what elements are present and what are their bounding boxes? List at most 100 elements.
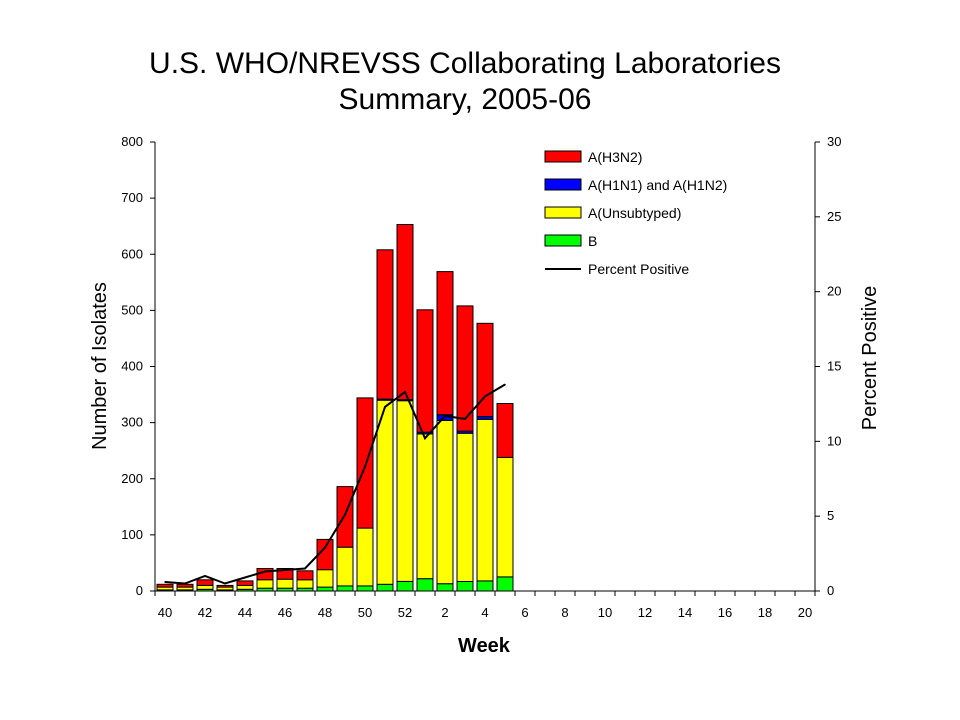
bar-segment-a-unsubtyped--46	[276, 578, 294, 589]
y2-axis-title: Percent Positive	[859, 286, 881, 431]
percent-positive-layer	[164, 383, 506, 585]
bar-segment-a-h3n2--51	[376, 249, 394, 400]
y2-tick-label-5: 5	[827, 508, 834, 523]
bar-segment-a-h3n2--42	[196, 579, 214, 586]
percent-positive-point-51	[384, 406, 386, 408]
bar-segment-a-h3n2--5	[496, 403, 514, 458]
bar-segment-b-2	[436, 583, 454, 592]
y-tick-label-700: 700	[121, 190, 143, 205]
bar-segment-a-unsubtyped--51	[376, 399, 394, 585]
bar-segment-b-49	[336, 585, 354, 592]
percent-positive-point-46	[284, 569, 286, 571]
y-tick-label-300: 300	[121, 415, 143, 430]
bar-segment-a-unsubtyped--42	[196, 584, 214, 590]
x-tick-label-44: 44	[238, 605, 252, 620]
x-tick-label-48: 48	[318, 605, 332, 620]
bar-segment-a-unsubtyped--44	[236, 584, 254, 590]
x-tick-label-52: 52	[398, 605, 412, 620]
bar-segment-a-unsubtyped--49	[336, 546, 354, 587]
percent-positive-point-50	[364, 466, 366, 468]
bar-segment-a-unsubtyped--2	[436, 419, 454, 585]
x-tick-label-8: 8	[561, 605, 568, 620]
legend-label-a-h1n1-and-a-h1n2: A(H1N1) and A(H1N2)	[588, 177, 727, 193]
legend-swatch-a-h1n1-and-a-h1n2	[544, 178, 582, 191]
axes-layer: 0 100 200 300 400 500 600 700 800 0 5 10 15 20 25 30 40 4…	[121, 134, 841, 620]
x-tick-label-4: 4	[481, 605, 488, 620]
bar-segment-a-unsubtyped--52	[396, 400, 414, 582]
bar-segment-a-h3n2--50	[356, 397, 374, 529]
bar-segment-a-unsubtyped--4	[476, 418, 494, 582]
bar-segment-b-5	[496, 576, 514, 592]
x-tick-label-10: 10	[598, 605, 612, 620]
bar-segment-a-h3n2--3	[456, 305, 474, 432]
bar-segment-b-50	[356, 585, 374, 592]
y-axis-title: Number of Isolates	[89, 282, 111, 450]
y2-tick-label-0: 0	[827, 583, 834, 598]
x-tick-label-20: 20	[798, 605, 812, 620]
legend-swatch-b	[544, 234, 582, 247]
y2-tick-label-15: 15	[827, 359, 841, 374]
bar-segment-a-unsubtyped--50	[356, 527, 374, 587]
bar-segment-a-h3n2--41	[176, 583, 194, 588]
bar-segment-a-unsubtyped--5	[496, 456, 514, 578]
percent-positive-point-2	[444, 415, 446, 417]
bar-segment-a-h3n2--44	[236, 580, 254, 586]
x-tick-label-46: 46	[278, 605, 292, 620]
percent-positive-point-4	[484, 395, 486, 398]
legend-swatch-a-unsubtyped	[544, 206, 582, 219]
bar-segment-b-48	[316, 586, 334, 592]
x-tick-label-12: 12	[638, 605, 652, 620]
y-tick-label-0: 0	[136, 583, 143, 598]
bar-segment-a-h3n2--52	[396, 224, 414, 401]
bar-segment-a-unsubtyped--48	[316, 569, 334, 588]
y-tick-label-800: 800	[121, 134, 143, 149]
legend-label-a-h3n2: A(H3N2)	[588, 149, 642, 165]
bar-segment-a-h3n2--49	[336, 486, 354, 548]
bar-segment-a-unsubtyped--45	[256, 579, 274, 589]
legend: A(H3N2) A(H1N1) and A(H1N2) A(Unsubtyped) B…	[544, 149, 727, 277]
legend-label-percent-positive: Percent Positive	[588, 261, 689, 277]
percent-positive-point-3	[464, 418, 466, 420]
percent-positive-point-48	[324, 546, 326, 549]
bar-segment-b-51	[376, 583, 394, 592]
x-tick-label-14: 14	[678, 605, 692, 620]
legend-swatch-a-h3n2	[544, 150, 582, 163]
x-tick-label-42: 42	[198, 605, 212, 620]
bars-layer	[156, 224, 514, 592]
y2-tick-label-20: 20	[827, 284, 841, 299]
percent-positive-point-43	[224, 582, 226, 585]
bar-segment-a-unsubtyped--1	[416, 433, 434, 580]
legend-label-a-unsubtyped: A(Unsubtyped)	[588, 205, 681, 221]
y2-tick-label-30: 30	[827, 134, 841, 149]
bar-segment-b-52	[396, 581, 414, 592]
percent-positive-point-5	[504, 383, 506, 386]
y-tick-label-200: 200	[121, 471, 143, 486]
x-tick-label-50: 50	[358, 605, 372, 620]
y2-tick-label-10: 10	[827, 433, 841, 448]
bar-segment-a-h3n2--43	[216, 584, 234, 588]
x-axis-title: Week	[458, 635, 511, 657]
bar-segment-a-h3n2--1	[416, 309, 434, 433]
bar-segment-b-3	[456, 581, 474, 592]
percent-positive-point-44	[244, 576, 246, 579]
chart-title-line1: U.S. WHO/NREVSS Collaborating Laboratori…	[149, 47, 781, 80]
y-tick-label-100: 100	[121, 527, 143, 542]
x-tick-label-2: 2	[441, 605, 448, 620]
y-tick-label-600: 600	[121, 246, 143, 261]
percent-positive-point-52	[404, 391, 406, 393]
bar-segment-a-h3n2--2	[436, 271, 454, 416]
chart-title-line2: Summary, 2005-06	[338, 83, 592, 116]
y2-tick-label-25: 25	[827, 209, 841, 224]
percent-positive-point-49	[344, 513, 346, 516]
legend-label-b: B	[588, 233, 597, 249]
y-tick-label-400: 400	[121, 359, 143, 374]
bar-segment-a-unsubtyped--47	[296, 579, 314, 589]
x-tick-label-40: 40	[158, 605, 172, 620]
bar-segment-a-h3n2--40	[156, 583, 174, 588]
x-tick-label-16: 16	[718, 605, 732, 620]
x-tick-label-18: 18	[758, 605, 772, 620]
percent-positive-point-41	[184, 582, 186, 585]
chart-title: U.S. WHO/NREVSS Collaborating Laboratori…	[0, 46, 930, 118]
percent-positive-point-42	[204, 575, 206, 577]
